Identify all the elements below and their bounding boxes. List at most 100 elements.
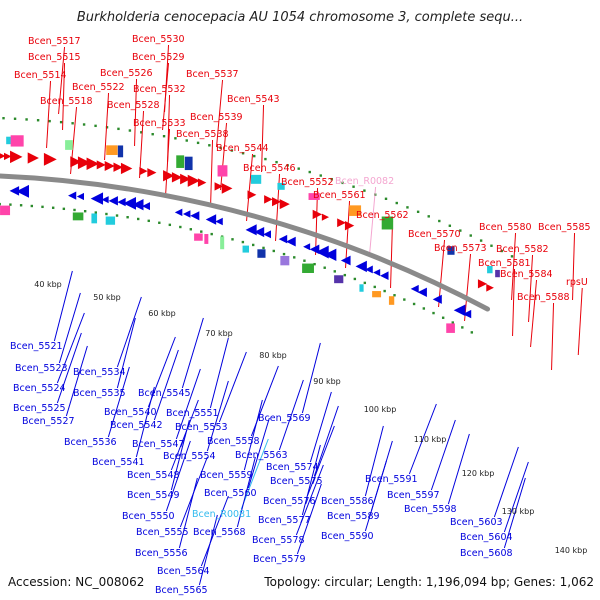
track-dot (185, 139, 188, 142)
minus-strand-gene (303, 243, 311, 251)
track-dot (241, 240, 245, 244)
plus-strand-gene (96, 160, 106, 170)
plus-gene-label: rpsU (566, 277, 588, 288)
tick-label: 120 kbp (462, 469, 495, 478)
plus-strand-gene (321, 213, 330, 221)
minus-gene-label: Bcen_5577 (258, 515, 311, 526)
track-dot (448, 224, 452, 227)
plus-strand-gene (0, 153, 6, 159)
track-dot (94, 124, 97, 128)
minus-gene-label: Bcen_5578 (252, 535, 305, 546)
track-dot (451, 321, 454, 324)
track-dot (94, 211, 97, 214)
minus-strand-gene (453, 304, 466, 317)
minus-gene-label: Bcen_R0081 (192, 509, 251, 520)
accession-label: Accession: NC_008062 (8, 575, 145, 589)
plus-feature-block (447, 246, 455, 255)
track-dot (262, 246, 265, 250)
minus-feature-block (242, 245, 250, 253)
plus-gene-label: Bcen_5573 (434, 243, 487, 254)
track-dot (384, 197, 388, 200)
track-dot (59, 120, 63, 124)
plus-gene-label: Bcen_5522 (72, 82, 125, 93)
plus-gene-label: Bcen_5543 (227, 94, 280, 105)
minus-leader-line (165, 440, 191, 512)
minus-leader-line (206, 380, 229, 452)
minus-strand-gene (432, 294, 442, 304)
track-dot (343, 273, 347, 277)
minus-gene-label: Bcen_5527 (22, 416, 75, 427)
minus-strand-gene (108, 196, 118, 206)
tick-label: 70 kbp (205, 329, 233, 338)
plus-gene-label: Bcen_5526 (100, 68, 153, 79)
plus-leader-line (62, 62, 66, 131)
plus-gene-label: Bcen_5561 (313, 190, 366, 201)
plus-gene-label: Bcen_5533 (133, 118, 186, 129)
plus-gene-label: Bcen_5530 (132, 34, 185, 45)
track-dot (490, 244, 493, 247)
plus-leader-line (139, 110, 145, 179)
minus-leader-line (301, 342, 321, 414)
track-dot (303, 259, 306, 262)
minus-leader-line (178, 477, 198, 549)
plus-leader-line (369, 186, 377, 255)
minus-gene-label: Bcen_5553 (175, 422, 228, 433)
minus-leader-line (116, 296, 142, 368)
minus-feature-block (359, 284, 364, 292)
track-dot (286, 164, 289, 167)
track-dot (341, 181, 344, 185)
minus-strand-gene (101, 196, 109, 204)
track-dot (441, 316, 445, 319)
track-dot (71, 122, 74, 125)
minus-gene-label: Bcen_5560 (204, 488, 257, 499)
minus-strand-gene (253, 226, 265, 238)
minus-leader-line (153, 349, 179, 421)
plus-leader-line (577, 287, 583, 356)
plus-leader-line (162, 62, 170, 131)
minus-gene-label: Bcen_5549 (127, 490, 180, 501)
label-connectors (46, 44, 583, 586)
tick-label: 140 kbp (555, 546, 588, 555)
minus-leader-line (493, 446, 519, 518)
track-dot (333, 270, 336, 273)
minus-leader-line (430, 419, 456, 491)
track-dot (470, 331, 474, 334)
track-dot (62, 207, 66, 211)
minus-gene-label: Bcen_5598 (404, 504, 457, 515)
track-dot (241, 152, 245, 155)
plus-leader-line (390, 220, 394, 289)
minus-strand-gene (90, 192, 104, 205)
tick-label: 80 kbp (259, 351, 287, 360)
minus-feature-block (280, 255, 290, 266)
plus-strand-gene (187, 174, 200, 187)
plus-gene-label: Bcen_5518 (40, 96, 93, 107)
minus-leader-line (65, 345, 88, 417)
minus-leader-line (447, 433, 470, 505)
minus-strand-gene (380, 271, 389, 280)
plus-strand-gene (147, 168, 157, 178)
minus-gene-label: Bcen_5590 (321, 531, 374, 542)
track-dot (282, 252, 286, 256)
plus-feature-block (65, 140, 73, 150)
plus-strand-gene (70, 156, 82, 168)
track-dot (25, 118, 28, 121)
minus-gene-label: Bcen_5556 (135, 548, 188, 559)
minus-gene-label: Bcen_5589 (327, 511, 380, 522)
minus-gene-label: Bcen_5525 (13, 403, 66, 414)
plus-strand-gene (279, 199, 290, 210)
track-dot (293, 256, 296, 259)
plus-gene-label: Bcen_5515 (28, 52, 81, 63)
track-dot (117, 127, 120, 131)
track-dot (230, 149, 234, 152)
minus-leader-line (243, 399, 263, 471)
track-dot (219, 146, 222, 150)
track-dot (210, 232, 213, 236)
plus-strand-gene (113, 162, 123, 172)
minus-leader-line (364, 425, 384, 497)
plus-gene-label: Bcen_5588 (517, 292, 570, 303)
tick-label: 130 kbp (502, 507, 535, 516)
plus-strand-gene (86, 157, 100, 171)
track-dot (373, 285, 376, 289)
minus-leader-line (58, 292, 81, 364)
